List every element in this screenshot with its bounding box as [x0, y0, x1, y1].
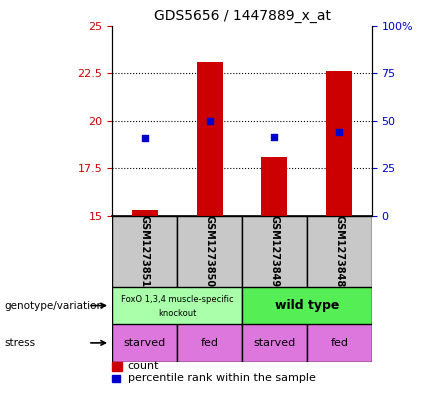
Text: genotype/variation: genotype/variation	[4, 301, 103, 310]
Bar	[242, 216, 307, 287]
Point	[141, 135, 148, 141]
Bar	[112, 287, 242, 324]
Bar	[242, 287, 372, 324]
Text: fed: fed	[201, 338, 219, 348]
Title: GDS5656 / 1447889_x_at: GDS5656 / 1447889_x_at	[154, 9, 330, 23]
Text: stress: stress	[4, 338, 36, 348]
Text: GSM1273849: GSM1273849	[269, 215, 279, 288]
Bar	[177, 216, 242, 287]
Text: GSM1273848: GSM1273848	[334, 215, 345, 288]
Text: count: count	[128, 361, 159, 371]
Text: fed: fed	[330, 338, 348, 348]
Point	[271, 134, 278, 140]
Text: GSM1273851: GSM1273851	[139, 215, 150, 288]
Text: FoxO 1,3,4 muscle-specific: FoxO 1,3,4 muscle-specific	[121, 296, 233, 305]
Bar	[177, 324, 242, 362]
Bar	[132, 210, 158, 216]
Text: wild type: wild type	[275, 299, 339, 312]
Point	[336, 129, 343, 136]
Text: starved: starved	[124, 338, 166, 348]
Bar	[197, 62, 223, 216]
Bar	[112, 216, 177, 287]
Bar	[326, 71, 352, 216]
Text: starved: starved	[253, 338, 296, 348]
Bar	[307, 324, 372, 362]
Point	[206, 118, 213, 124]
Text: percentile rank within the sample: percentile rank within the sample	[128, 373, 315, 384]
Bar	[112, 324, 177, 362]
Bar	[261, 157, 287, 216]
Bar	[242, 324, 307, 362]
Bar	[307, 216, 372, 287]
Text: knockout: knockout	[158, 309, 196, 318]
Bar	[112, 375, 120, 382]
Text: GSM1273850: GSM1273850	[205, 215, 215, 288]
Bar	[112, 362, 122, 371]
